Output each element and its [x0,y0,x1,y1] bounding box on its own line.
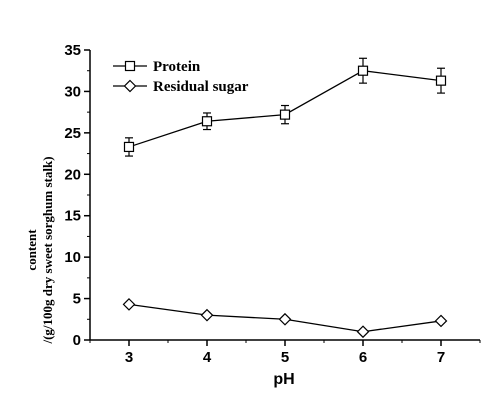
plot-frame [89,50,480,341]
x-axis: 3 4 5 6 7 [89,340,481,366]
x-tick-label: 6 [359,349,367,366]
data-point [435,75,447,86]
data-point [434,314,448,328]
legend-label: Protein [153,59,201,75]
y-axis-title-line1: content [24,229,39,271]
y-tick-label: 15 [64,208,81,225]
y-tick-label: 20 [64,166,81,183]
y-axis-title: content /(g/100g dry sweet sorghum stalk… [24,156,55,344]
y-tick-label: 5 [73,291,81,308]
x-tick-label: 3 [125,349,133,366]
data-point [200,308,214,322]
y-tick-label: 25 [64,125,81,142]
legend-marker [124,60,136,72]
x-tick-label: 4 [203,349,212,366]
data-point [357,65,369,76]
legend: Protein Residual sugar [113,59,249,95]
series-layer [122,57,448,339]
data-point [201,116,213,127]
legend-marker [123,79,137,93]
y-tick-label: 10 [64,249,81,266]
y-tick-label: 30 [64,83,81,100]
data-point [122,298,136,311]
data-point [278,312,292,326]
series-0 [123,57,447,157]
y-tick-label: 35 [64,42,81,59]
y-axis-title-line2: /(g/100g dry sweet sorghum stalk) [40,156,55,344]
series-1 [122,298,448,339]
y-axis: 0 5 10 15 20 25 30 35 [64,42,90,349]
x-tick-label: 5 [281,349,289,366]
legend-label: Residual sugar [153,79,249,95]
y-tick-label: 0 [73,332,81,349]
x-axis-title: pH [273,371,294,388]
x-tick-label: 7 [437,349,445,366]
data-point [123,141,135,153]
data-point [356,325,370,339]
data-point [279,109,291,120]
